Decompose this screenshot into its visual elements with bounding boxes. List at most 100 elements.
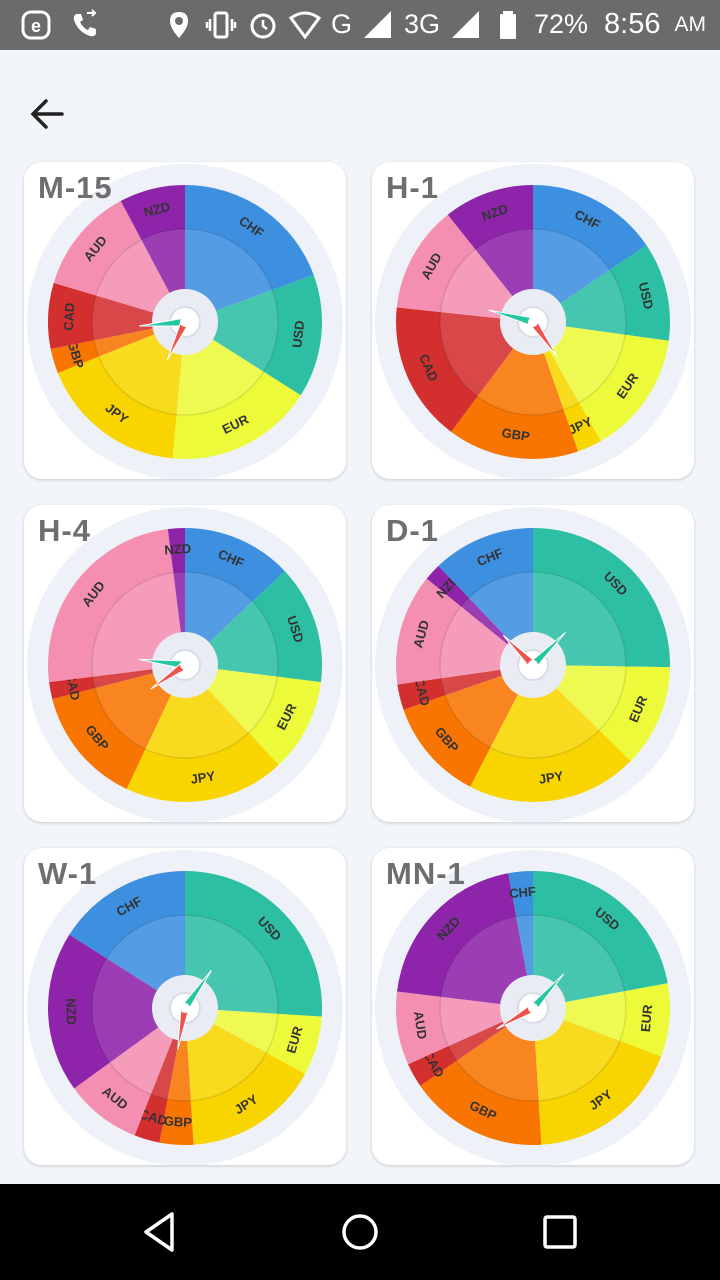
segment-label-nzd: NZD <box>164 541 192 558</box>
segment-eur <box>533 322 669 441</box>
segment-nzd <box>120 185 185 322</box>
network-g-text: G <box>330 9 352 39</box>
segment-label-cad: CAD <box>61 302 77 331</box>
hand-cap <box>180 660 190 670</box>
segment-gbp <box>52 665 185 789</box>
phone-call-icon <box>73 9 97 37</box>
battery-percent: 72% <box>534 9 589 39</box>
segment-aud <box>74 1008 185 1136</box>
segment-label-eur: EUR <box>283 1024 305 1055</box>
segment-nzd <box>397 873 533 1008</box>
segment-jpy <box>126 665 279 802</box>
segment-gbp <box>159 1008 194 1145</box>
e-app-icon: e <box>21 10 51 40</box>
gauge-card-w1[interactable]: W-1 USD EUR JPY GBP CAD AUD NZD CHF <box>24 848 346 1165</box>
segment-usd <box>185 274 322 396</box>
segment-nzd <box>426 565 533 665</box>
gauge-card-m15[interactable]: M-15 CHF USD EUR JPY GBP CAD AUD NZD <box>24 162 346 479</box>
location-icon <box>169 11 188 38</box>
segment-nzd <box>167 528 185 665</box>
system-nav-bar <box>0 1184 720 1280</box>
segment-label-jpy: JPY <box>190 768 217 787</box>
segment-cad <box>397 665 533 710</box>
status-bar: e G 3G <box>0 0 720 50</box>
timeframe-label: H-1 <box>386 170 439 205</box>
triangle-back-icon[interactable] <box>136 1208 184 1256</box>
segment-gbp <box>451 322 579 459</box>
timeframe-label: W-1 <box>38 856 98 891</box>
segment-cad <box>47 282 186 349</box>
gauge-card-mn1[interactable]: MN-1 USD EUR JPY GBP CAD AUD NZD CHF <box>372 848 694 1165</box>
segment-label-usd: USD <box>289 320 307 349</box>
status-right: G 3G 72% 8:56 AM <box>163 8 706 41</box>
timeframe-label: H-4 <box>38 513 91 548</box>
segment-gbp <box>420 1008 542 1145</box>
segment-jpy <box>185 1008 306 1145</box>
vibrate-icon <box>205 11 237 38</box>
svg-text:e: e <box>31 16 41 36</box>
wifi-icon <box>288 11 321 40</box>
alarm-icon <box>250 13 276 38</box>
circle-home-icon[interactable] <box>336 1208 384 1256</box>
segment-usd <box>533 871 668 1008</box>
segment-eur <box>172 322 301 460</box>
segment-chf <box>438 528 533 665</box>
segment-usd <box>185 571 323 683</box>
segment-aud <box>396 991 533 1065</box>
hand-cap <box>180 317 190 327</box>
hand-cap <box>180 1003 190 1013</box>
segment-aud <box>53 200 186 322</box>
segment-label-aud: AUD <box>410 619 432 650</box>
clock-time: 8:56 <box>604 8 661 40</box>
segment-usd <box>533 528 670 668</box>
segment-chf <box>508 871 533 1008</box>
segment-label-jpy: JPY <box>538 768 565 787</box>
segment-eur <box>533 983 671 1057</box>
segment-chf <box>533 185 647 322</box>
segment-nzd <box>447 185 533 322</box>
clock-ampm: AM <box>674 12 707 36</box>
gauge-card-h1[interactable]: H-1 CHF USD EUR JPY GBP CAD AUD NZD <box>372 162 694 479</box>
gauge-card-d1[interactable]: D-1 USD EUR JPY GBP CAD AUD NZD CHF <box>372 505 694 822</box>
segment-aud <box>395 578 533 685</box>
timeframe-label: M-15 <box>38 170 113 205</box>
segment-nzd <box>47 934 186 1089</box>
segment-aud <box>396 214 533 322</box>
segment-label-gbp: GBP <box>163 1113 192 1130</box>
hand-cap <box>528 317 538 327</box>
segment-label-usd: USD <box>636 281 657 311</box>
signal-icon <box>363 10 391 38</box>
segment-usd <box>533 245 670 341</box>
segment-label-eur: EUR <box>638 1003 655 1032</box>
segment-label-gbp: GBP <box>501 425 531 444</box>
hand-cap <box>528 660 538 670</box>
app-bar <box>0 50 720 160</box>
arrow-left-icon[interactable] <box>24 90 72 138</box>
segment-cad <box>49 665 185 700</box>
segment-label-chf: CHF <box>509 884 537 901</box>
segment-label-cad: CAD <box>412 676 433 707</box>
segment-chf <box>69 871 185 1008</box>
segment-jpy <box>533 1008 662 1145</box>
segment-aud <box>47 529 185 683</box>
gauge-card-h4[interactable]: H-4 CHF USD EUR JPY GBP CAD AUD NZD <box>24 505 346 822</box>
segment-label-nzd: NZD <box>63 998 79 1025</box>
segment-label-aud: AUD <box>411 1010 430 1040</box>
signal-icon-2 <box>452 10 479 38</box>
segment-jpy <box>57 322 186 459</box>
segment-usd <box>185 871 323 1017</box>
segment-eur <box>533 665 670 762</box>
square-recents-icon[interactable] <box>536 1208 584 1256</box>
battery-icon <box>500 10 516 39</box>
segment-chf <box>185 185 314 322</box>
segment-label-nzd: NZD <box>142 199 172 220</box>
segment-jpy <box>470 665 631 803</box>
network-type-text: 3G <box>403 9 440 39</box>
segment-chf <box>185 528 285 665</box>
timeframe-label: D-1 <box>386 513 439 548</box>
